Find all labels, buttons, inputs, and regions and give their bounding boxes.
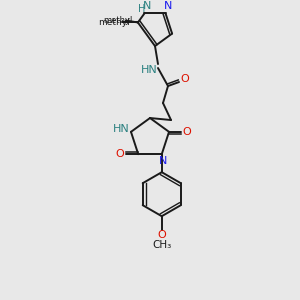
Text: CH₃: CH₃ (152, 240, 171, 250)
Text: HN: HN (112, 124, 129, 134)
Text: O: O (181, 74, 189, 84)
Text: N: N (159, 156, 167, 166)
Text: H: H (138, 4, 145, 14)
Text: N: N (164, 2, 172, 11)
Text: methyl: methyl (98, 18, 130, 27)
Text: O: O (158, 230, 166, 240)
Text: N: N (143, 2, 152, 11)
Text: O: O (183, 127, 191, 137)
Text: O: O (116, 149, 124, 159)
Text: methyl: methyl (103, 16, 133, 25)
Text: HN: HN (141, 65, 158, 75)
